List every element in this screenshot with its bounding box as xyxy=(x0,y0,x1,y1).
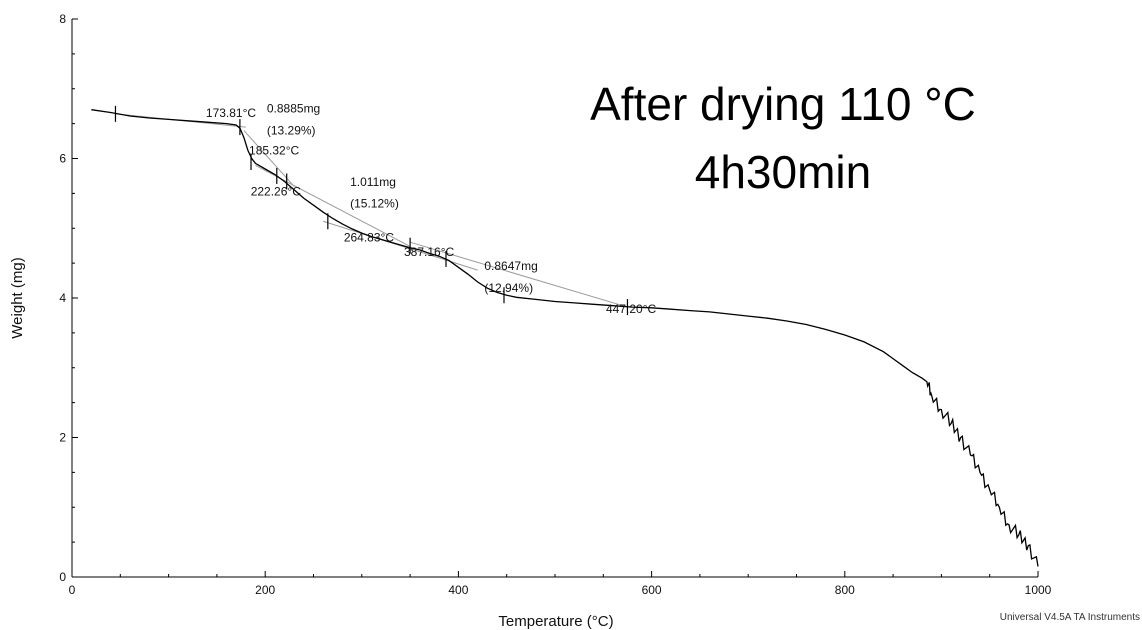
annotation-label: (15.12%) xyxy=(350,197,399,211)
marker-group xyxy=(114,105,629,316)
annotation-label: (13.29%) xyxy=(267,124,316,138)
y-tick-label: 8 xyxy=(59,12,66,26)
annotation-label: 0.8885mg xyxy=(267,102,320,116)
y-tick-label: 2 xyxy=(59,431,66,445)
overlay-title-line2: 4h30min xyxy=(695,146,871,198)
y-tick-label: 0 xyxy=(59,570,66,584)
annotation-label: 185.32°C xyxy=(249,144,300,158)
tangent-line xyxy=(243,130,295,187)
annotation-group: 173.81°C 0.8885mg (13.29%) 185.32°C 1.011mg (… xyxy=(206,102,657,317)
x-tick-label: 1000 xyxy=(1025,583,1052,597)
y-axis-title: Weight (mg) xyxy=(9,257,26,338)
x-tick-label: 400 xyxy=(448,583,468,597)
overlay-title-line1: After drying 110 °C xyxy=(590,78,976,130)
annotation-label: 0.8647mg xyxy=(484,259,537,273)
annotation-label: 173.81°C xyxy=(206,106,257,120)
x-tick-label: 0 xyxy=(69,583,76,597)
instrument-footer: Universal V4.5A TA Instruments xyxy=(1000,612,1140,623)
x-axis-title: Temperature (°C) xyxy=(498,613,613,630)
annotation-label: 447.20°C xyxy=(606,302,657,316)
axes: 0 200 400 600 800 1000 0 2 4 6 8 xyxy=(59,12,1051,597)
series-line-0 xyxy=(91,109,1039,567)
series-group xyxy=(91,109,1039,567)
annotation-label: 387.16°C xyxy=(404,245,455,259)
x-tick-label: 200 xyxy=(255,583,275,597)
annotation-label: (12.94%) xyxy=(484,281,533,295)
y-tick-label: 4 xyxy=(59,291,66,305)
annotation-label: 222.26°C xyxy=(251,185,302,199)
x-tick-label: 600 xyxy=(642,583,662,597)
y-tick-label: 6 xyxy=(59,152,66,166)
annotation-label: 1.011mg xyxy=(350,175,396,189)
annotation-label: 264.83°C xyxy=(344,230,395,244)
x-tick-label: 800 xyxy=(835,583,855,597)
